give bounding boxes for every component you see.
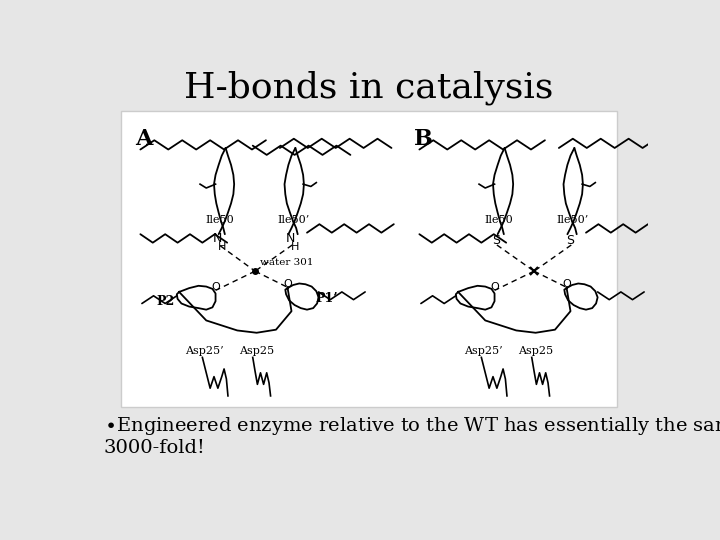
- Text: O: O: [283, 279, 292, 289]
- Text: B: B: [414, 128, 433, 150]
- Text: Ile50: Ile50: [206, 215, 235, 225]
- Text: S: S: [567, 234, 575, 247]
- Text: water 301: water 301: [260, 258, 313, 267]
- Text: Asp25’: Asp25’: [185, 346, 224, 356]
- Text: Ile50’: Ile50’: [277, 215, 309, 225]
- Text: 3000-fold!: 3000-fold!: [104, 439, 206, 457]
- Text: N: N: [212, 232, 222, 245]
- Text: Ile50: Ile50: [485, 215, 513, 225]
- Text: H-bonds in catalysis: H-bonds in catalysis: [184, 71, 554, 105]
- Bar: [121, 111, 617, 408]
- Text: A: A: [135, 128, 153, 150]
- Text: Asp25’: Asp25’: [464, 346, 503, 356]
- Text: H: H: [217, 242, 226, 252]
- Text: O: O: [562, 279, 571, 289]
- Text: O: O: [490, 282, 499, 292]
- Text: O: O: [211, 282, 220, 292]
- Text: P1’: P1’: [315, 292, 338, 306]
- Text: Ile50’: Ile50’: [556, 215, 588, 225]
- Text: S: S: [492, 234, 500, 247]
- Text: Asp25: Asp25: [239, 346, 274, 356]
- Text: P2: P2: [157, 295, 175, 308]
- Text: N: N: [285, 232, 294, 245]
- Text: H: H: [290, 242, 299, 252]
- Text: Asp25: Asp25: [518, 346, 553, 356]
- Text: $\bullet$Engineered enzyme relative to the WT has essentially the same $K_M$ but: $\bullet$Engineered enzyme relative to t…: [104, 414, 720, 437]
